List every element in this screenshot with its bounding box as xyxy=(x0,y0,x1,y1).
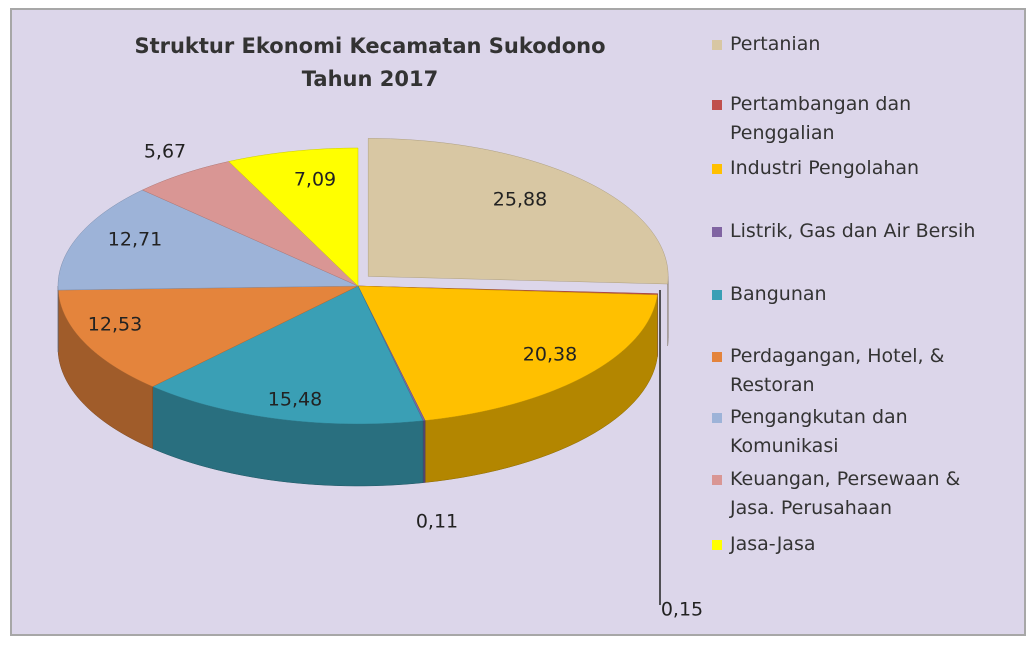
legend-label: Keuangan, Persewaan & Jasa. Perusahaan xyxy=(730,465,1002,523)
legend-item: Industri Pengolahan xyxy=(712,154,1012,183)
data-label: 12,53 xyxy=(88,314,142,336)
legend-swatch xyxy=(712,413,722,423)
legend-swatch xyxy=(712,164,722,174)
legend-label: Pertambangan dan Penggalian xyxy=(730,90,952,148)
legend-label: Listrik, Gas dan Air Bersih xyxy=(730,217,975,246)
legend-swatch xyxy=(712,540,722,550)
page: 25,88 0,15 20,38 0,11 15,48 12,53 12,71 5,67 7,0… xyxy=(0,0,1034,645)
legend-item: Keuangan, Persewaan & Jasa. Perusahaan xyxy=(712,465,1002,523)
data-label: 0,11 xyxy=(416,511,458,533)
chart-title: Struktur Ekonomi Kecamatan Sukodono Tahu… xyxy=(100,30,640,96)
legend-label: Jasa-Jasa xyxy=(730,530,816,559)
legend-label: Perdagangan, Hotel, & Restoran xyxy=(730,342,972,400)
legend-label: Industri Pengolahan xyxy=(730,154,919,183)
legend-swatch xyxy=(712,290,722,300)
legend-item: Pengangkutan dan Komunikasi xyxy=(712,403,972,461)
legend-label: Pertanian xyxy=(730,30,820,59)
slice-top xyxy=(368,138,668,284)
slice-side xyxy=(423,421,425,483)
data-label: 5,67 xyxy=(144,141,186,163)
legend-swatch xyxy=(712,227,722,237)
data-label: 25,88 xyxy=(493,189,547,211)
data-label: 20,38 xyxy=(523,344,577,366)
legend-item: Pertambangan dan Penggalian xyxy=(712,90,952,148)
data-label: 15,48 xyxy=(268,389,322,411)
legend-item: Perdagangan, Hotel, & Restoran xyxy=(712,342,972,400)
legend-swatch xyxy=(712,475,722,485)
legend-item: Bangunan xyxy=(712,280,1012,309)
legend-item: Listrik, Gas dan Air Bersih xyxy=(712,217,1022,246)
legend-swatch xyxy=(712,100,722,110)
legend-swatch xyxy=(712,352,722,362)
data-label: 7,09 xyxy=(294,169,336,191)
legend-item: Jasa-Jasa xyxy=(712,530,1012,559)
data-label: 12,71 xyxy=(108,229,162,251)
legend-item: Pertanian xyxy=(712,30,1012,59)
legend-label: Bangunan xyxy=(730,280,827,309)
legend-swatch xyxy=(712,40,722,50)
data-label: 0,15 xyxy=(661,599,703,621)
legend-label: Pengangkutan dan Komunikasi xyxy=(730,403,972,461)
